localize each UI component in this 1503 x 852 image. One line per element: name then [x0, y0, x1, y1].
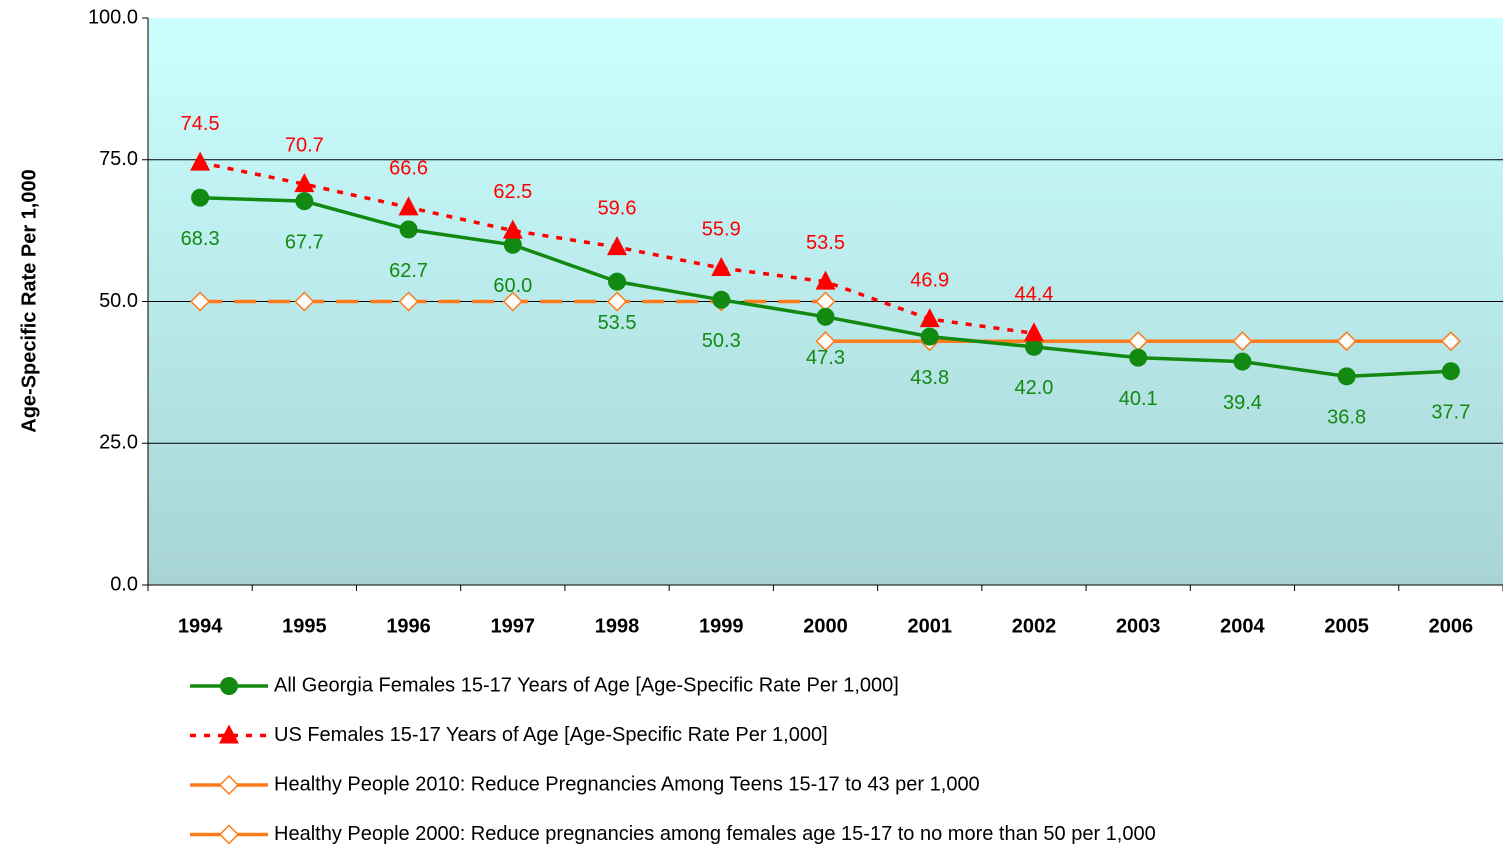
marker	[398, 291, 419, 312]
marker	[503, 235, 522, 254]
data-label: 62.5	[493, 181, 532, 203]
marker	[399, 220, 418, 239]
data-label: 39.4	[1223, 392, 1262, 414]
marker	[1232, 331, 1253, 352]
marker	[1336, 331, 1357, 352]
data-label: 66.6	[389, 158, 428, 180]
marker	[218, 824, 240, 845]
legend-label: US Females 15-17 Years of Age [Age-Speci…	[274, 724, 828, 746]
marker	[1024, 337, 1043, 356]
marker	[190, 151, 211, 171]
x-tick-label: 2002	[1012, 615, 1057, 637]
marker	[919, 308, 940, 328]
marker	[711, 257, 732, 277]
y-tick-label: 25.0	[99, 432, 138, 454]
y-tick-label: 50.0	[99, 290, 138, 312]
marker	[712, 290, 731, 309]
marker	[816, 307, 835, 326]
x-tick-label: 2001	[907, 615, 952, 637]
marker	[606, 291, 628, 312]
x-tick-label: 2005	[1324, 615, 1369, 637]
data-label: 40.1	[1119, 388, 1158, 410]
data-label: 37.7	[1431, 402, 1470, 424]
marker	[294, 173, 315, 193]
data-label: 62.7	[389, 260, 428, 282]
legend-label: Healthy People 2010: Reduce Pregnancies …	[274, 773, 980, 795]
legend-label: Healthy People 2000: Reduce pregnancies …	[274, 823, 1156, 845]
data-label: 42.0	[1014, 377, 1053, 399]
data-label: 70.7	[285, 134, 324, 156]
x-tick-label: 1997	[491, 615, 536, 637]
data-label: 60.0	[493, 275, 532, 297]
data-label: 68.3	[181, 228, 220, 250]
x-tick-label: 2000	[803, 615, 848, 637]
marker	[607, 236, 628, 256]
marker	[920, 327, 939, 346]
x-tick-label: 1995	[282, 615, 327, 637]
y-axis-title: Age-Specific Rate Per 1,000	[18, 169, 40, 432]
marker	[1129, 348, 1148, 367]
marker	[220, 677, 238, 695]
x-tick-label: 2006	[1429, 615, 1474, 637]
x-tick-label: 1996	[386, 615, 431, 637]
legend-label: All Georgia Females 15-17 Years of Age […	[274, 674, 899, 696]
x-tick-label: 1998	[595, 615, 640, 637]
marker	[219, 724, 239, 744]
marker	[1233, 352, 1252, 371]
marker	[295, 192, 314, 211]
data-label: 53.5	[806, 232, 845, 254]
data-label: 46.9	[910, 269, 949, 291]
marker	[1441, 362, 1460, 381]
data-label: 67.7	[285, 231, 324, 253]
x-tick-label: 2004	[1220, 615, 1265, 637]
marker	[815, 270, 836, 290]
marker	[398, 196, 419, 216]
data-label: 36.8	[1327, 407, 1366, 429]
marker	[1023, 322, 1044, 342]
marker	[502, 219, 523, 239]
marker	[218, 774, 240, 796]
data-label: 53.5	[598, 312, 637, 334]
marker	[815, 331, 836, 352]
data-label: 59.6	[598, 197, 637, 219]
marker	[1337, 367, 1356, 386]
marker	[608, 272, 627, 291]
data-label: 55.9	[702, 218, 741, 240]
data-label: 50.3	[702, 330, 741, 352]
data-label: 74.5	[181, 113, 220, 135]
marker	[191, 188, 210, 207]
x-tick-label: 1994	[178, 615, 223, 637]
y-tick-label: 100.0	[88, 6, 138, 28]
data-label: 44.4	[1014, 284, 1053, 306]
y-tick-label: 0.0	[110, 573, 138, 595]
marker	[1440, 331, 1461, 352]
marker	[294, 291, 315, 312]
marker	[190, 291, 211, 312]
x-tick-label: 2003	[1116, 615, 1161, 637]
marker	[502, 291, 523, 312]
y-tick-label: 75.0	[99, 148, 138, 170]
x-tick-label: 1999	[699, 615, 744, 637]
data-label: 43.8	[910, 367, 949, 389]
data-label: 47.3	[806, 347, 845, 369]
